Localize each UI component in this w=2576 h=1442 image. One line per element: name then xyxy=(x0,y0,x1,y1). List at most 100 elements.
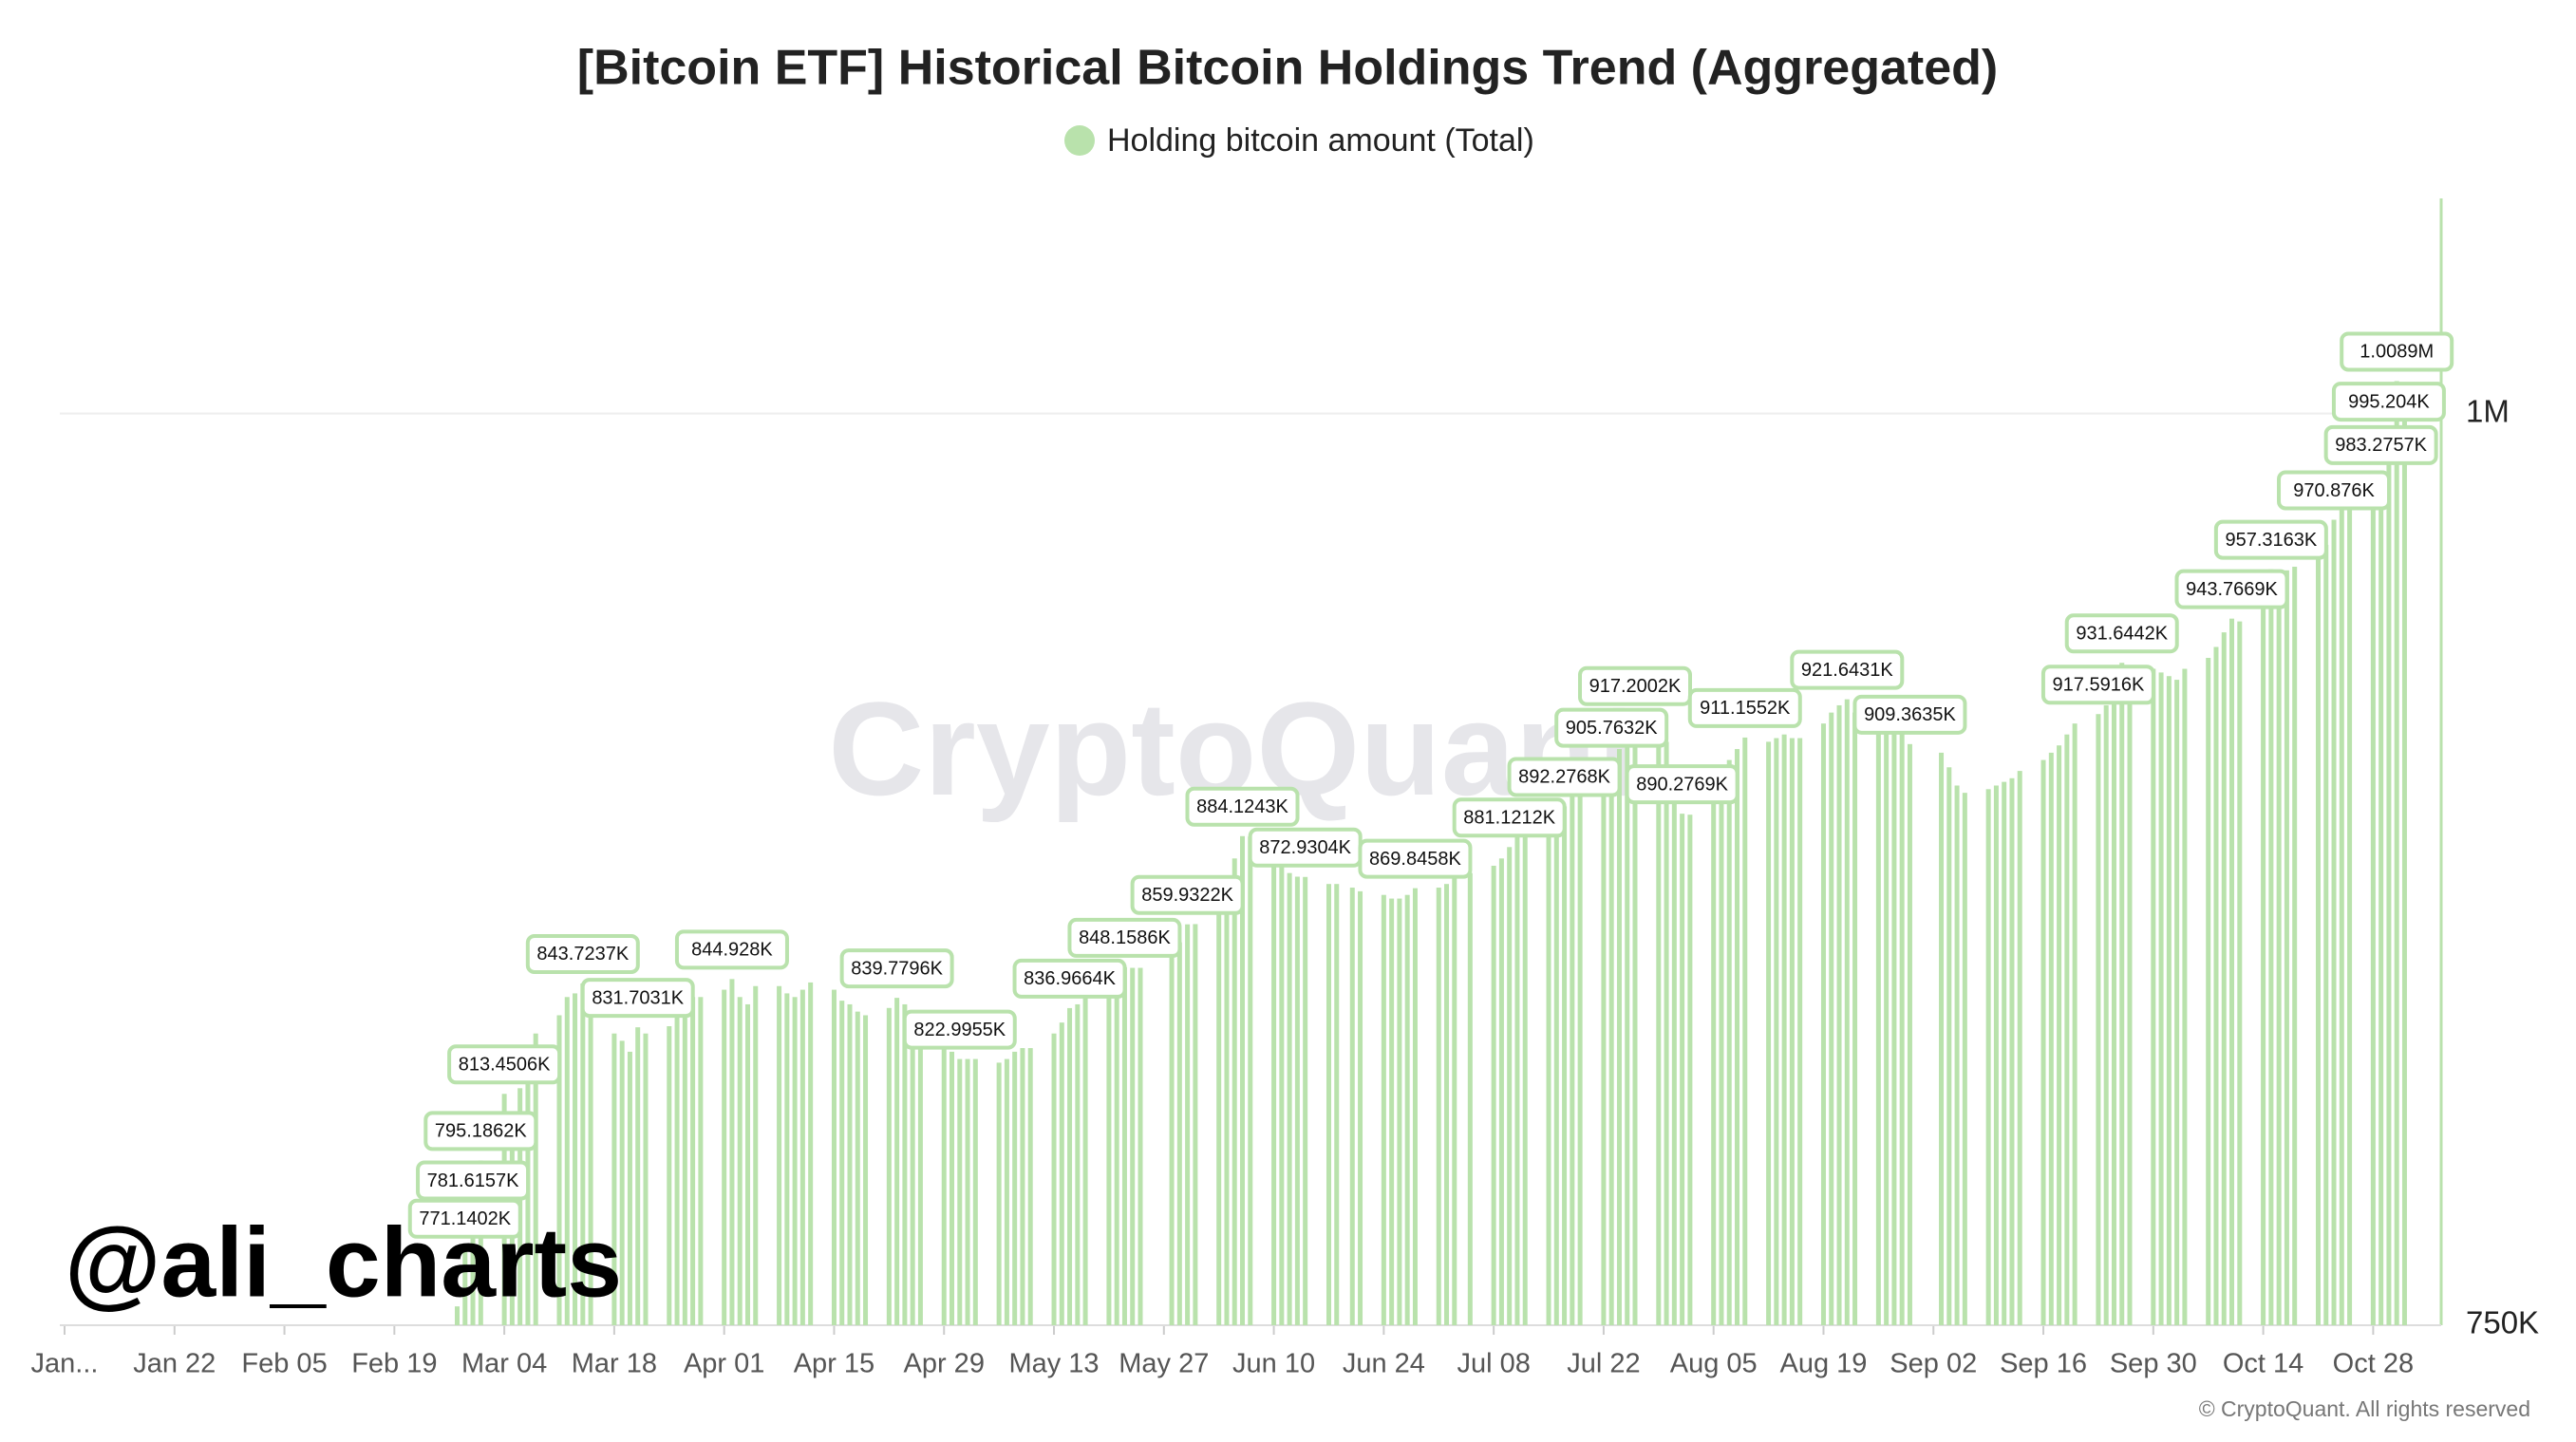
x-tick-label: Jun 10 xyxy=(1232,1349,1315,1379)
x-tick-label: Aug 19 xyxy=(1780,1349,1868,1379)
bar xyxy=(690,997,696,1325)
bar xyxy=(1946,767,1952,1325)
bar xyxy=(1121,966,1127,1325)
bar xyxy=(2048,752,2054,1325)
bar xyxy=(1632,715,1638,1325)
data-label-box xyxy=(423,1111,538,1152)
annotation: @ali_charts xyxy=(65,1208,622,1318)
bar xyxy=(1114,975,1119,1325)
bar xyxy=(1836,704,1842,1325)
data-label-box xyxy=(1852,694,1967,735)
bar xyxy=(611,1033,617,1325)
data-label-group: 843.7237K xyxy=(525,933,640,974)
bar xyxy=(1381,894,1386,1325)
data-label-box xyxy=(2213,519,2328,560)
bar xyxy=(894,998,900,1325)
bar xyxy=(777,985,782,1325)
data-label: 909.3635K xyxy=(1864,704,1956,725)
data-label: 822.9955K xyxy=(913,1020,1006,1040)
x-tick-label: Apr 15 xyxy=(794,1349,874,1379)
data-label-group: 771.1402K xyxy=(407,1198,522,1239)
bar xyxy=(478,1160,483,1325)
bar xyxy=(2261,595,2266,1325)
bar xyxy=(917,1015,923,1325)
bar xyxy=(1059,1022,1064,1325)
x-tick-label: Feb 19 xyxy=(351,1349,437,1379)
data-label-box xyxy=(1554,707,1669,748)
data-label-box xyxy=(1185,786,1300,827)
data-label-box xyxy=(1507,757,1622,797)
bar xyxy=(2009,777,2015,1325)
bar xyxy=(722,989,727,1325)
legend-label: Holding bitcoin amount (Total) xyxy=(1107,122,1534,159)
data-label-group: 957.3163K xyxy=(2213,519,2328,560)
bar xyxy=(902,1003,908,1325)
data-label-box xyxy=(447,1044,562,1085)
data-label-group: 921.6431K xyxy=(1790,649,1905,690)
bar xyxy=(1844,699,1850,1325)
bar xyxy=(2331,519,2337,1325)
bar xyxy=(792,997,798,1325)
y-tick-label: 1M xyxy=(2466,393,2510,428)
bar xyxy=(682,1003,687,1325)
data-label: 839.7796K xyxy=(851,958,943,979)
bar xyxy=(1027,1048,1033,1325)
data-label-group: 892.2768K xyxy=(1507,757,1622,797)
bar xyxy=(1687,815,1693,1325)
bar xyxy=(799,989,805,1325)
data-label-box xyxy=(1067,917,1182,958)
bar xyxy=(2347,504,2353,1325)
chart-title: [Bitcoin ETF] Historical Bitcoin Holding… xyxy=(577,41,1998,96)
data-label-group: 917.2002K xyxy=(1578,665,1692,706)
data-label-box xyxy=(416,1160,531,1201)
bar xyxy=(1185,924,1191,1325)
data-label-group: 917.5916K xyxy=(2040,665,2155,705)
bar xyxy=(2339,504,2344,1325)
bar xyxy=(1608,757,1614,1325)
bar xyxy=(2002,781,2007,1325)
bar xyxy=(1522,829,1528,1325)
x-tick-label: Mar 18 xyxy=(572,1349,657,1379)
x-tick-label: Feb 05 xyxy=(241,1349,327,1379)
bar xyxy=(744,1003,750,1325)
bar xyxy=(847,1003,853,1325)
data-label-group: 831.7031K xyxy=(580,978,695,1019)
bar xyxy=(580,983,586,1325)
bar xyxy=(1829,712,1834,1325)
data-label: 881.1212K xyxy=(1463,808,1555,829)
data-label: 892.2768K xyxy=(1518,767,1610,788)
bar xyxy=(1412,888,1418,1325)
bar xyxy=(556,1015,562,1325)
bar xyxy=(619,1040,625,1325)
bar xyxy=(1349,888,1355,1325)
bar xyxy=(1939,752,1945,1325)
bar xyxy=(996,1062,1002,1325)
x-tick-label: May 27 xyxy=(1119,1349,1209,1379)
bar xyxy=(1656,723,1662,1325)
bar xyxy=(1303,876,1308,1325)
bar xyxy=(1570,793,1575,1325)
bar xyxy=(1664,741,1669,1325)
data-label: 1.0089M xyxy=(2360,342,2434,363)
bar xyxy=(1004,1058,1009,1325)
data-label: 931.6442K xyxy=(2076,624,2168,645)
data-label-box xyxy=(2040,665,2155,705)
data-label-group: 844.928K xyxy=(674,929,789,970)
bar xyxy=(635,1027,641,1325)
bar xyxy=(1742,737,1748,1325)
bar xyxy=(564,997,570,1325)
bar xyxy=(1985,789,1991,1325)
data-label-box xyxy=(839,948,954,989)
bar xyxy=(957,1058,963,1325)
bar xyxy=(1294,876,1300,1325)
bar xyxy=(2276,577,2282,1325)
x-tick-label: Jul 08 xyxy=(1457,1349,1530,1379)
x-tick-label: Mar 04 xyxy=(461,1349,547,1379)
bar xyxy=(1514,836,1520,1325)
bar xyxy=(2394,381,2399,1326)
bar xyxy=(1726,759,1732,1325)
bar xyxy=(462,1247,468,1325)
bar xyxy=(674,1015,680,1325)
data-label-box xyxy=(580,978,695,1019)
data-label-group: 795.1862K xyxy=(423,1111,538,1152)
